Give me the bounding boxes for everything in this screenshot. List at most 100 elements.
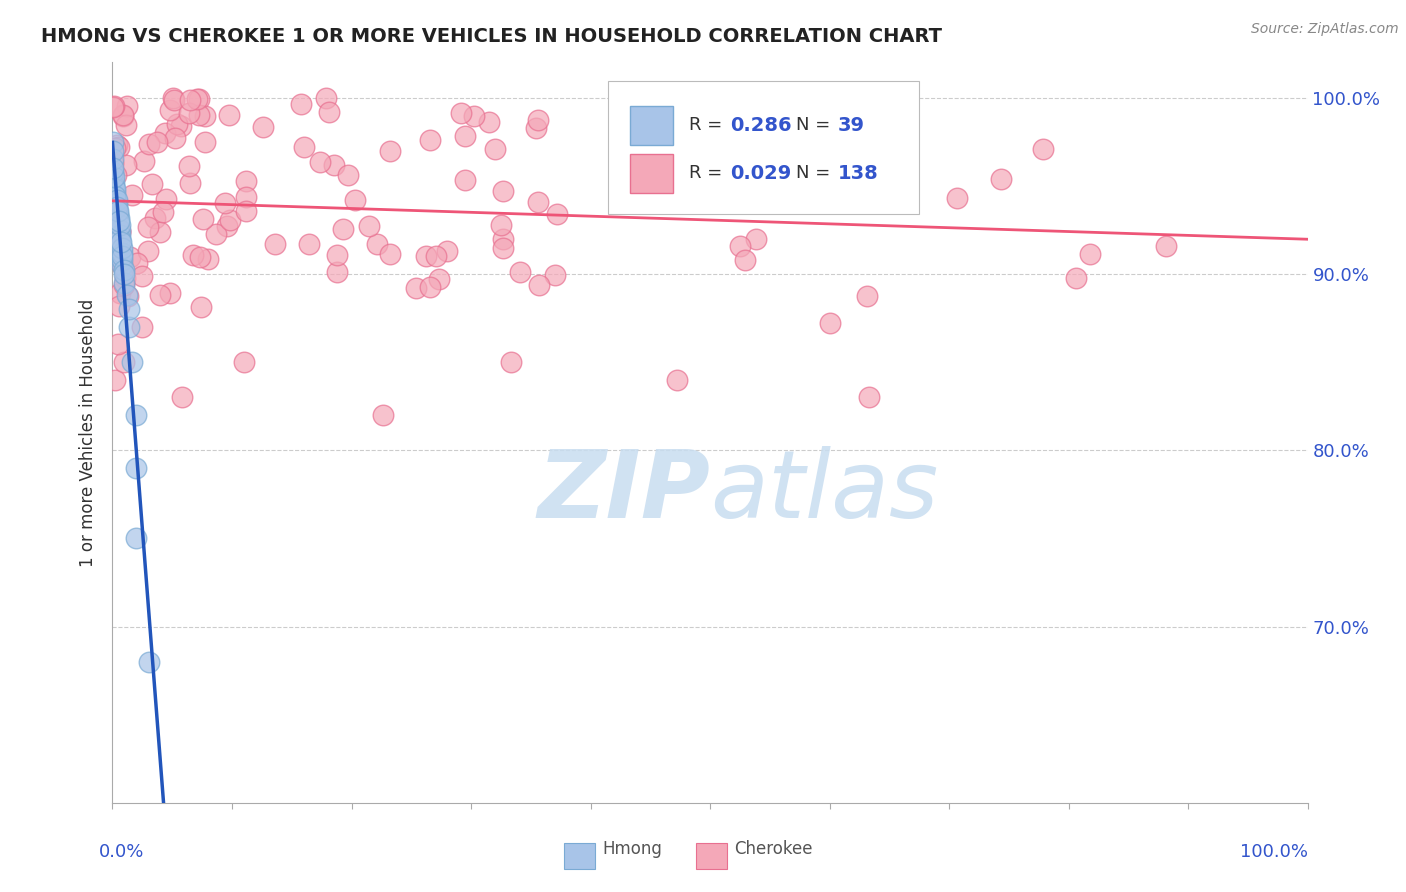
Point xyxy=(492,241,515,255)
Point xyxy=(104,186,127,200)
Point xyxy=(675,128,697,142)
Point xyxy=(478,115,501,129)
Point xyxy=(170,390,193,404)
Point xyxy=(1154,238,1177,252)
Point xyxy=(134,154,156,169)
Point xyxy=(138,137,160,152)
Point xyxy=(125,408,148,422)
Point xyxy=(103,218,125,232)
Point xyxy=(419,133,441,147)
Point xyxy=(546,207,568,221)
Point xyxy=(112,263,135,277)
Point xyxy=(117,302,139,317)
Point xyxy=(170,119,193,133)
Point xyxy=(818,316,841,330)
Point xyxy=(104,189,127,203)
Point xyxy=(108,218,131,232)
Point xyxy=(945,191,967,205)
Point xyxy=(108,286,131,301)
Point xyxy=(112,267,135,281)
Point xyxy=(524,120,547,135)
Point xyxy=(187,91,209,105)
Point xyxy=(112,278,135,293)
Point xyxy=(104,140,127,154)
Point xyxy=(125,461,148,475)
Point xyxy=(159,285,181,300)
Point xyxy=(153,126,176,140)
Point xyxy=(214,196,236,211)
Point xyxy=(179,159,201,173)
Text: 100.0%: 100.0% xyxy=(1240,843,1308,861)
Point xyxy=(101,156,124,170)
Point xyxy=(111,249,134,263)
Point xyxy=(101,153,124,167)
Point xyxy=(105,193,128,207)
Point xyxy=(103,373,125,387)
Point xyxy=(114,271,136,285)
Point xyxy=(666,373,689,387)
Point xyxy=(108,211,131,225)
Point xyxy=(108,140,131,154)
Point xyxy=(527,194,550,209)
Point xyxy=(117,289,139,303)
Point xyxy=(111,258,134,272)
Point xyxy=(108,223,131,237)
Point xyxy=(110,240,132,254)
Point xyxy=(1066,271,1088,285)
Point xyxy=(108,214,131,228)
Point xyxy=(111,109,134,123)
FancyBboxPatch shape xyxy=(564,843,595,870)
Point xyxy=(197,252,219,267)
Point xyxy=(298,237,321,252)
Point xyxy=(190,301,212,315)
Point xyxy=(105,202,128,217)
Point xyxy=(332,222,354,236)
Point xyxy=(114,118,136,132)
Point xyxy=(509,265,531,279)
Point xyxy=(181,248,204,262)
Point xyxy=(218,108,240,122)
Point xyxy=(149,225,172,239)
Text: Cherokee: Cherokee xyxy=(734,839,813,858)
Text: R =: R = xyxy=(689,164,727,183)
Point xyxy=(436,244,458,258)
FancyBboxPatch shape xyxy=(630,154,673,193)
Point xyxy=(179,93,201,107)
FancyBboxPatch shape xyxy=(696,843,727,870)
Point xyxy=(127,256,149,270)
Point xyxy=(492,184,515,198)
Point xyxy=(152,205,174,219)
Point xyxy=(118,319,141,334)
Point xyxy=(343,193,366,207)
Point xyxy=(614,169,637,184)
Point xyxy=(1078,246,1101,260)
Point xyxy=(110,235,132,250)
Point xyxy=(489,218,512,232)
Point xyxy=(107,299,129,313)
Point xyxy=(858,142,880,156)
Point xyxy=(105,137,128,152)
Point xyxy=(107,337,129,351)
Text: N =: N = xyxy=(796,116,837,135)
Point xyxy=(103,169,125,184)
Point xyxy=(235,174,257,188)
Point xyxy=(112,108,135,122)
Text: Hmong: Hmong xyxy=(603,839,662,858)
Point xyxy=(405,281,427,295)
Point xyxy=(188,250,211,264)
Point xyxy=(103,178,125,193)
Point xyxy=(111,252,134,267)
Point xyxy=(373,408,395,422)
Point xyxy=(115,288,138,302)
Point xyxy=(143,211,166,226)
Point xyxy=(194,135,217,149)
Point xyxy=(419,280,441,294)
Point xyxy=(366,236,388,251)
Text: 0.286: 0.286 xyxy=(730,116,792,135)
Point xyxy=(117,99,139,113)
Text: Source: ZipAtlas.com: Source: ZipAtlas.com xyxy=(1251,22,1399,37)
Point xyxy=(136,220,159,235)
Point xyxy=(163,93,186,107)
Point xyxy=(105,196,128,211)
Point xyxy=(734,252,756,267)
